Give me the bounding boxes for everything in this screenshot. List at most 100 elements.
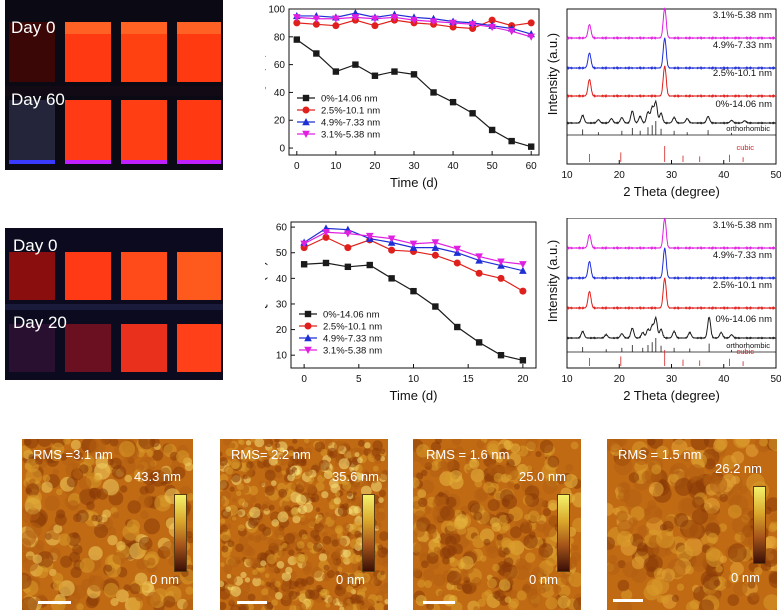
afm-grain [372, 440, 383, 451]
afm-grain [660, 595, 670, 604]
data-point [430, 89, 437, 96]
x-tick-label: 20 [614, 170, 626, 181]
afm-grain [414, 526, 425, 538]
afm-grain [365, 598, 375, 609]
data-point [410, 287, 417, 295]
afm-grain [274, 587, 279, 593]
afm-grain [54, 513, 67, 526]
data-point [449, 98, 457, 106]
afm-grain [320, 448, 328, 457]
y-tick-label: 20 [274, 116, 286, 127]
afm-grain [742, 575, 755, 587]
pattern-label: 4.9%-7.33 nm [713, 40, 772, 51]
photo-label-day0: Day 0 [11, 18, 56, 37]
afm-grain [378, 497, 384, 503]
afm-grain [289, 542, 295, 548]
afm-grain [171, 575, 182, 586]
afm-grain [426, 602, 434, 610]
afm-grain [232, 497, 237, 503]
afm-grain [521, 518, 528, 525]
afm-grain [453, 516, 467, 530]
afm-grain [473, 488, 488, 503]
afm-grain [337, 566, 343, 572]
afm-grain [360, 485, 372, 497]
afm-grain [220, 530, 223, 535]
data-point [519, 266, 527, 274]
afm-grain [304, 468, 313, 477]
afm-grain [417, 489, 427, 498]
afm-grain [247, 534, 253, 540]
afm-grain [547, 455, 560, 468]
data-point [527, 143, 535, 150]
afm-grain [332, 550, 341, 560]
afm-grain [702, 573, 720, 590]
x-axis-label: 2 Theta (degree) [623, 184, 720, 199]
afm-grain [486, 546, 500, 559]
afm-grain [445, 535, 457, 547]
vial-photo: Day 0 Day 60 [5, 0, 223, 170]
afm-grain [483, 481, 495, 494]
afm-grain [88, 546, 103, 561]
afm-grain [326, 570, 335, 579]
afm-grain [44, 495, 60, 511]
data-point [453, 245, 462, 253]
afm-scalebar [38, 601, 71, 604]
afm-grain [342, 481, 352, 491]
data-point [388, 246, 396, 254]
afm-grain [515, 558, 527, 570]
afm-grain [661, 568, 675, 582]
afm-grain [724, 580, 732, 588]
afm-max: 43.3 nm [134, 469, 181, 484]
afm-grain [252, 577, 262, 587]
afm-grain [73, 513, 82, 523]
afm-grain [417, 579, 426, 588]
data-point [300, 261, 308, 268]
afm-grain [314, 522, 324, 533]
afm-grain [250, 439, 256, 443]
data-point [409, 240, 418, 248]
data-point [352, 61, 359, 68]
afm-grain [357, 457, 363, 464]
afm-grain [528, 531, 536, 539]
afm-grain [383, 582, 388, 588]
afm-grain [112, 511, 120, 519]
afm-grain [225, 448, 234, 457]
afm-grain [308, 479, 313, 485]
afm-grain [354, 530, 362, 538]
legend-marker [302, 130, 310, 138]
afm-grain [232, 606, 238, 610]
afm-grain [510, 443, 521, 454]
afm-grain [705, 547, 721, 562]
data-point [488, 126, 496, 134]
afm-grain [416, 444, 430, 458]
afm-grain [309, 496, 316, 503]
afm-grain [107, 535, 118, 546]
afm-grain [379, 448, 386, 455]
afm-grain [220, 451, 223, 457]
afm-rms: RMS = 1.5 nm [618, 447, 702, 462]
afm-grain [281, 571, 292, 582]
afm-grain [278, 488, 288, 498]
x-tick-label: 50 [770, 374, 781, 385]
xrd-pattern [566, 218, 777, 251]
afm-grain [628, 472, 640, 483]
afm-grain [288, 590, 298, 600]
vial-photo-drawing [5, 0, 223, 170]
afm-grain [68, 500, 79, 511]
afm-grain [445, 496, 457, 508]
afm-grain [135, 593, 144, 602]
afm-grain [557, 595, 571, 609]
afm-grain [692, 453, 707, 468]
afm-grain [555, 472, 567, 485]
afm-grain [459, 570, 469, 581]
afm-grain [220, 580, 225, 587]
legend-marker [304, 322, 312, 330]
afm-grain [115, 589, 129, 603]
afm-grain [296, 455, 307, 466]
afm-grain [185, 586, 193, 595]
data-point [449, 19, 457, 27]
afm-grain [355, 555, 362, 562]
pattern-label: 3.1%-5.38 nm [713, 220, 772, 231]
x-tick-label: 10 [330, 161, 342, 172]
afm-grain [32, 554, 43, 564]
